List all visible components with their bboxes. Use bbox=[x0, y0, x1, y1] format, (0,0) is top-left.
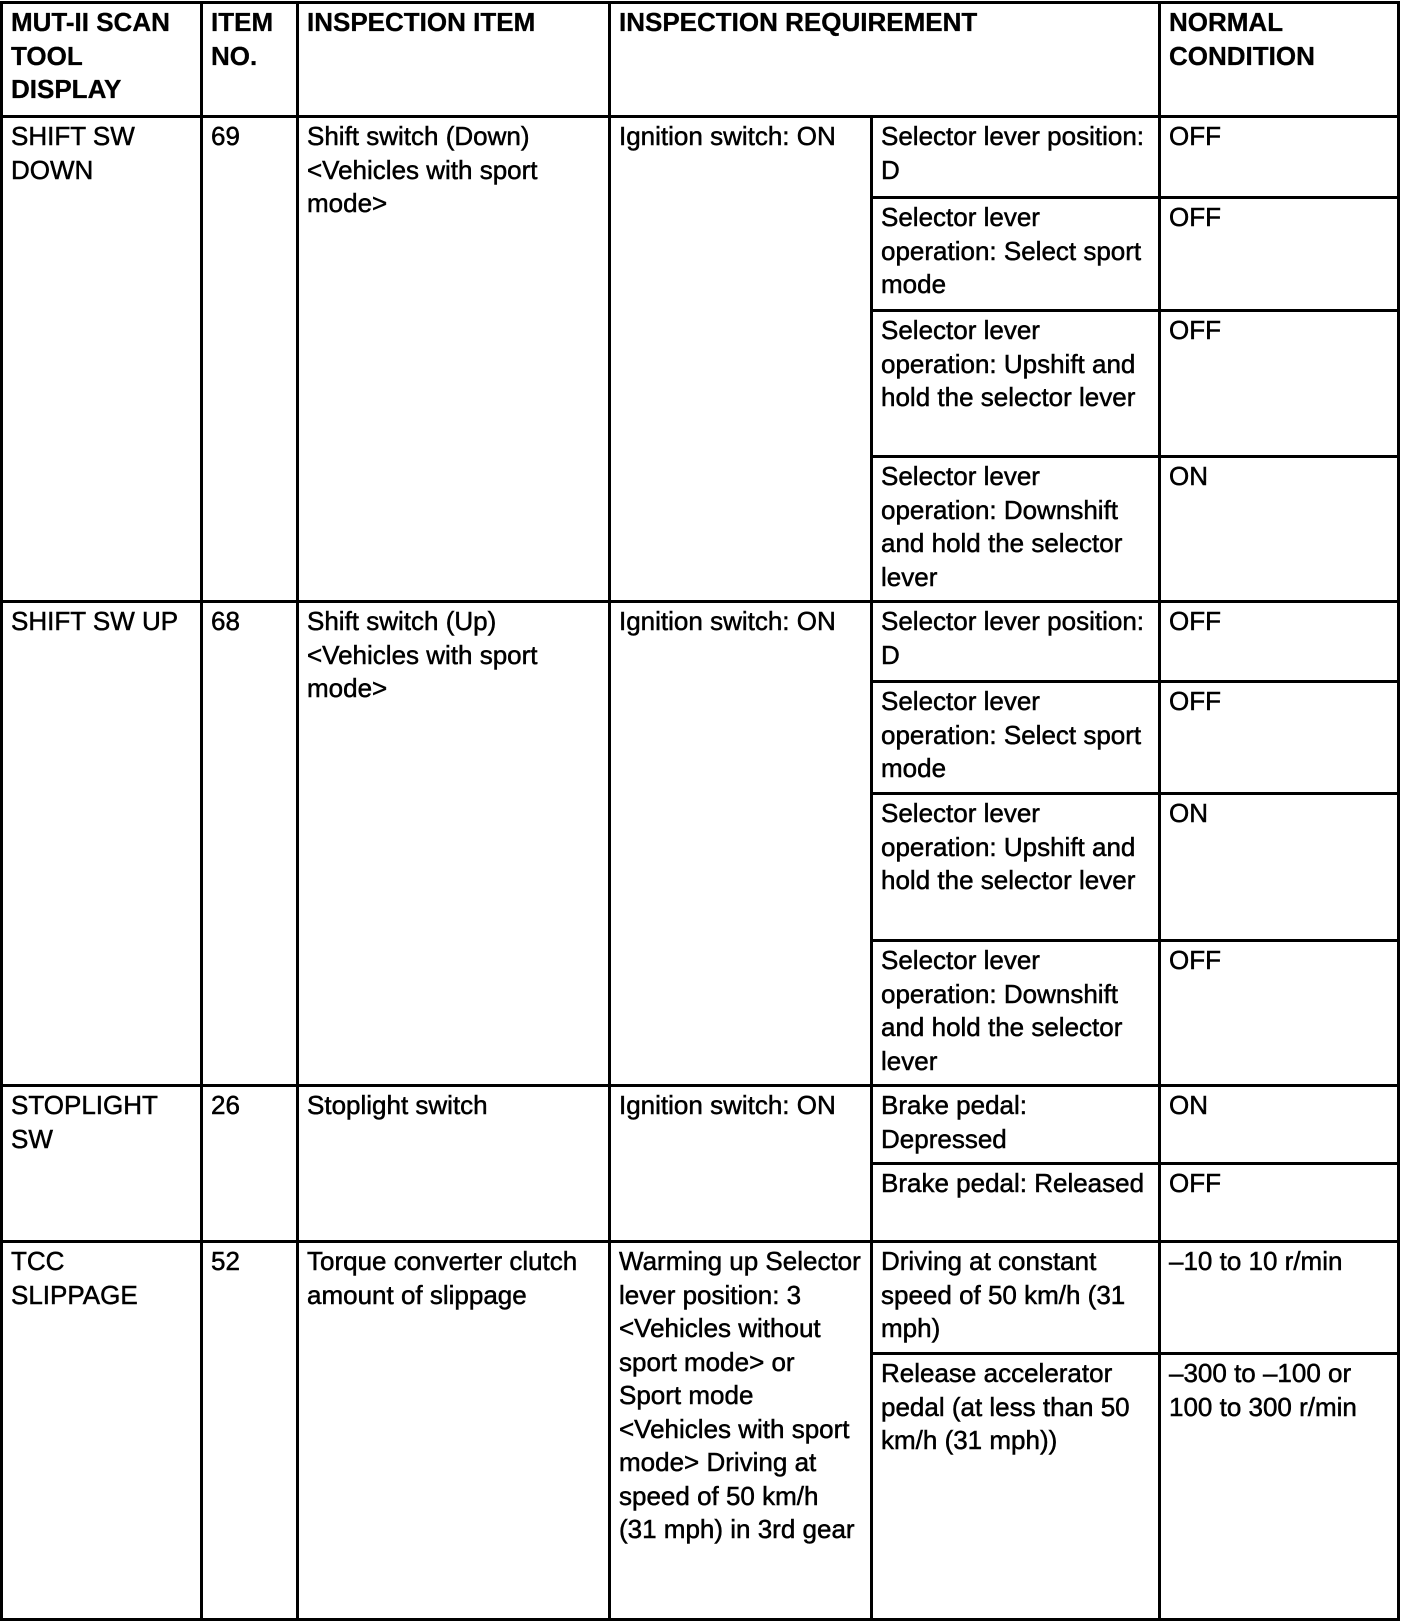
header-normal-condition: NORMAL CONDITION bbox=[1158, 1, 1400, 118]
normal-condition: OFF bbox=[1158, 196, 1400, 312]
condition: Selector lever operation: Select sport m… bbox=[870, 196, 1161, 312]
inspection-requirement: Ignition switch: ON bbox=[608, 1084, 873, 1243]
table-row: SHIFT SW UP 68 Shift switch (Up) <Vehicles… bbox=[0, 600, 1400, 1087]
inspection-requirement: Ignition switch: ON bbox=[608, 600, 873, 1087]
normal-condition: OFF bbox=[1158, 600, 1400, 683]
condition: Selector lever operation: Downshift and … bbox=[870, 455, 1161, 603]
normal-condition: –300 to –100 or 100 to 300 r/min bbox=[1158, 1352, 1400, 1621]
header-display: MUT-II SCAN TOOL DISPLAY bbox=[0, 1, 203, 118]
condition: Brake pedal: Released bbox=[870, 1162, 1161, 1243]
inspection-item: Shift switch (Down) <Vehicles with sport… bbox=[296, 115, 611, 603]
normal-condition: OFF bbox=[1158, 115, 1400, 199]
header-item-no: ITEM NO. bbox=[200, 1, 299, 118]
condition: Selector lever operation: Upshift and ho… bbox=[870, 309, 1161, 458]
table-row: Selector lever operation: Upshift and ho… bbox=[2, 309, 1400, 458]
condition: Selector lever operation: Upshift and ho… bbox=[870, 792, 1161, 942]
table-row: Release accelerator pedal (at less than … bbox=[2, 1352, 1400, 1621]
normal-condition: ON bbox=[1158, 792, 1400, 942]
item-no: 69 bbox=[200, 115, 299, 603]
normal-condition: ON bbox=[1158, 1084, 1400, 1165]
header-row: MUT-II SCAN TOOL DISPLAY ITEM NO. INSPEC… bbox=[0, 1, 1400, 118]
inspection-item: Torque converter clutch amount of slippa… bbox=[296, 1240, 611, 1621]
table-row: Selector lever operation: Select sport m… bbox=[2, 680, 1400, 795]
condition: Selector lever operation: Downshift and … bbox=[870, 939, 1161, 1087]
table-row: TCC SLIPPAGE 52 Torque converter clutch am… bbox=[0, 1240, 1400, 1621]
scan-tool-display: STOPLIGHT SW bbox=[0, 1084, 203, 1243]
item-no: 68 bbox=[200, 600, 299, 1087]
scan-tool-display: TCC SLIPPAGE bbox=[0, 1240, 203, 1621]
table-row: Selector lever operation: Upshift and ho… bbox=[2, 792, 1400, 942]
normal-condition: OFF bbox=[1158, 939, 1400, 1087]
scan-tool-display: SHIFT SW UP bbox=[0, 600, 203, 1087]
normal-condition: –10 to 10 r/min bbox=[1158, 1240, 1400, 1355]
inspection-item: Stoplight switch bbox=[296, 1084, 611, 1243]
item-no: 26 bbox=[200, 1084, 299, 1243]
table-row: Selector lever operation: Downshift and … bbox=[2, 455, 1400, 603]
scan-tool-display: SHIFT SW DOWN bbox=[0, 115, 203, 603]
inspection-requirement: Warming up Selector lever position: 3 <V… bbox=[608, 1240, 873, 1621]
inspection-item: Shift switch (Up) <Vehicles with sport m… bbox=[296, 600, 611, 1087]
table-row: Selector lever operation: Downshift and … bbox=[2, 939, 1400, 1087]
item-no: 52 bbox=[200, 1240, 299, 1621]
normal-condition: OFF bbox=[1158, 1162, 1400, 1243]
header-inspection-item: INSPECTION ITEM bbox=[296, 1, 611, 118]
table-row: SHIFT SW DOWN 69 Shift switch (Down) <Vehi… bbox=[0, 115, 1400, 603]
condition: Selector lever operation: Select sport m… bbox=[870, 680, 1161, 795]
condition: Brake pedal: Depressed bbox=[870, 1084, 1161, 1165]
condition: Release accelerator pedal (at less than … bbox=[870, 1352, 1161, 1621]
normal-condition: ON bbox=[1158, 455, 1400, 603]
table-row: STOPLIGHT SW 26 Stoplight switch Ignition s… bbox=[0, 1084, 1400, 1243]
table-row: Brake pedal: Released OFF bbox=[2, 1162, 1400, 1243]
normal-condition: OFF bbox=[1158, 680, 1400, 795]
table-row: Selector lever operation: Select sport m… bbox=[2, 196, 1400, 312]
condition: Selector lever position: D bbox=[870, 600, 1161, 683]
condition: Selector lever position: D bbox=[870, 115, 1161, 199]
condition: Driving at constant speed of 50 km/h (31… bbox=[870, 1240, 1161, 1355]
normal-condition: OFF bbox=[1158, 309, 1400, 458]
inspection-requirement: Ignition switch: ON bbox=[608, 115, 873, 603]
header-inspection-requirement: INSPECTION REQUIREMENT bbox=[608, 1, 1161, 118]
